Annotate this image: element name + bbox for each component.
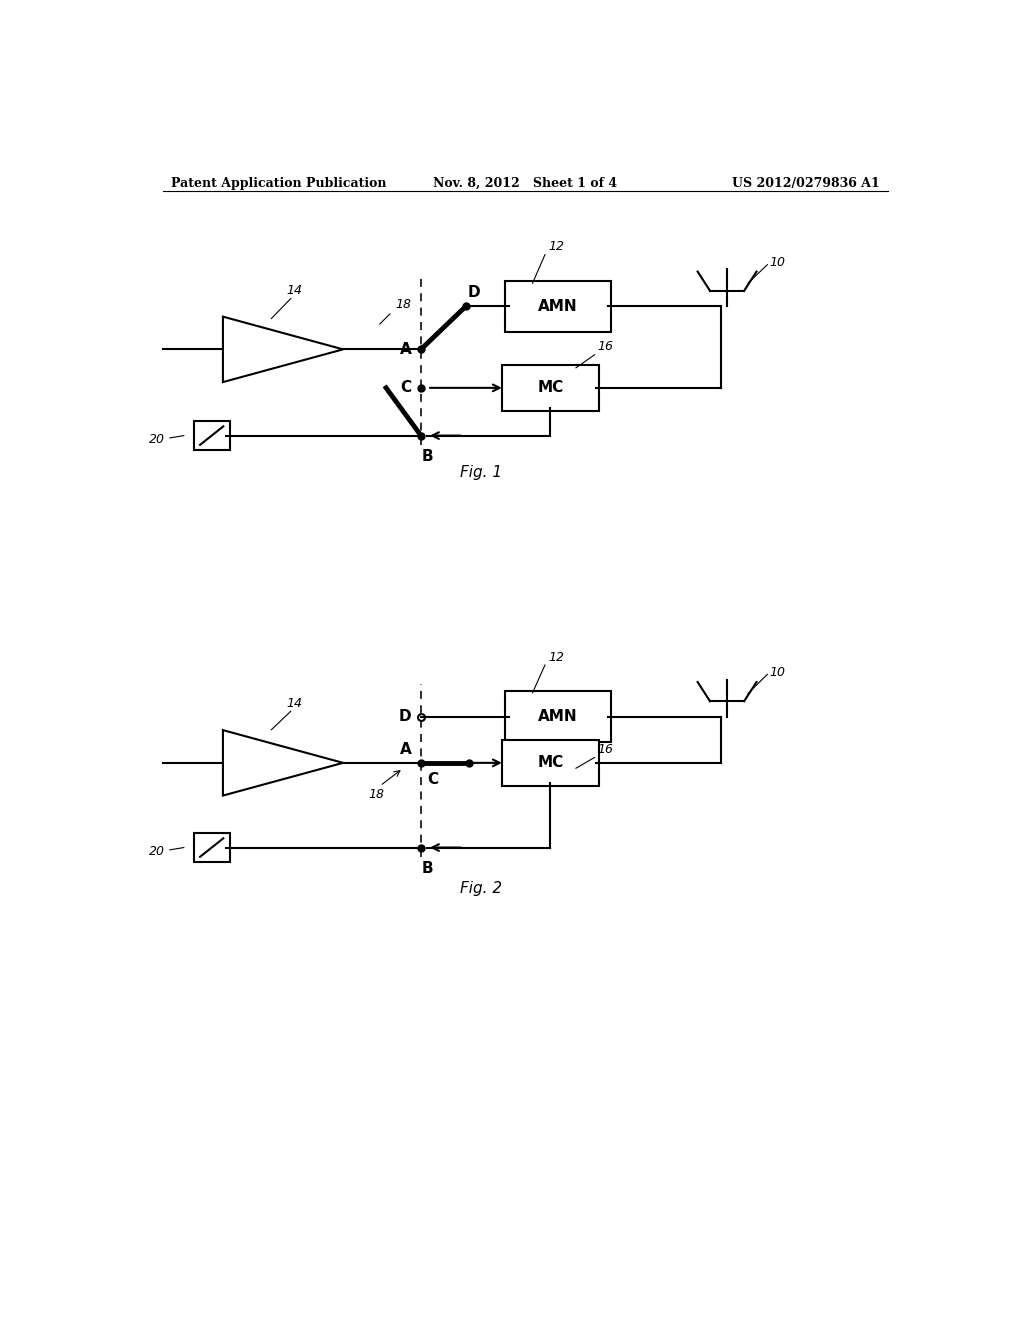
Text: 18: 18 bbox=[395, 298, 412, 312]
Text: 12: 12 bbox=[548, 240, 564, 253]
Text: Fig. 2: Fig. 2 bbox=[460, 880, 502, 896]
FancyBboxPatch shape bbox=[506, 692, 611, 742]
Text: MC: MC bbox=[538, 755, 563, 771]
FancyBboxPatch shape bbox=[194, 421, 229, 450]
Text: B: B bbox=[421, 449, 433, 463]
Text: C: C bbox=[427, 772, 438, 787]
Text: MC: MC bbox=[538, 380, 563, 396]
Text: US 2012/0279836 A1: US 2012/0279836 A1 bbox=[732, 177, 880, 190]
Text: AMN: AMN bbox=[539, 709, 578, 725]
Text: B: B bbox=[421, 861, 433, 875]
Text: Nov. 8, 2012   Sheet 1 of 4: Nov. 8, 2012 Sheet 1 of 4 bbox=[433, 177, 616, 190]
FancyBboxPatch shape bbox=[502, 739, 599, 785]
Text: 20: 20 bbox=[150, 845, 165, 858]
Text: D: D bbox=[467, 285, 480, 300]
Text: 14: 14 bbox=[287, 697, 303, 710]
Text: 10: 10 bbox=[770, 667, 785, 680]
Text: 10: 10 bbox=[770, 256, 785, 269]
Text: C: C bbox=[400, 380, 412, 396]
Text: Fig. 1: Fig. 1 bbox=[460, 465, 502, 480]
Text: A: A bbox=[400, 342, 412, 356]
Text: 16: 16 bbox=[598, 341, 613, 354]
FancyBboxPatch shape bbox=[506, 281, 611, 331]
Text: D: D bbox=[399, 709, 412, 725]
Text: A: A bbox=[400, 742, 412, 756]
Text: 18: 18 bbox=[368, 788, 384, 801]
Text: 20: 20 bbox=[150, 433, 165, 446]
Text: 12: 12 bbox=[548, 651, 564, 664]
Text: 14: 14 bbox=[287, 284, 303, 297]
Text: 16: 16 bbox=[598, 743, 613, 756]
Text: Patent Application Publication: Patent Application Publication bbox=[171, 177, 386, 190]
FancyBboxPatch shape bbox=[194, 833, 229, 862]
FancyBboxPatch shape bbox=[502, 364, 599, 411]
Text: AMN: AMN bbox=[539, 298, 578, 314]
